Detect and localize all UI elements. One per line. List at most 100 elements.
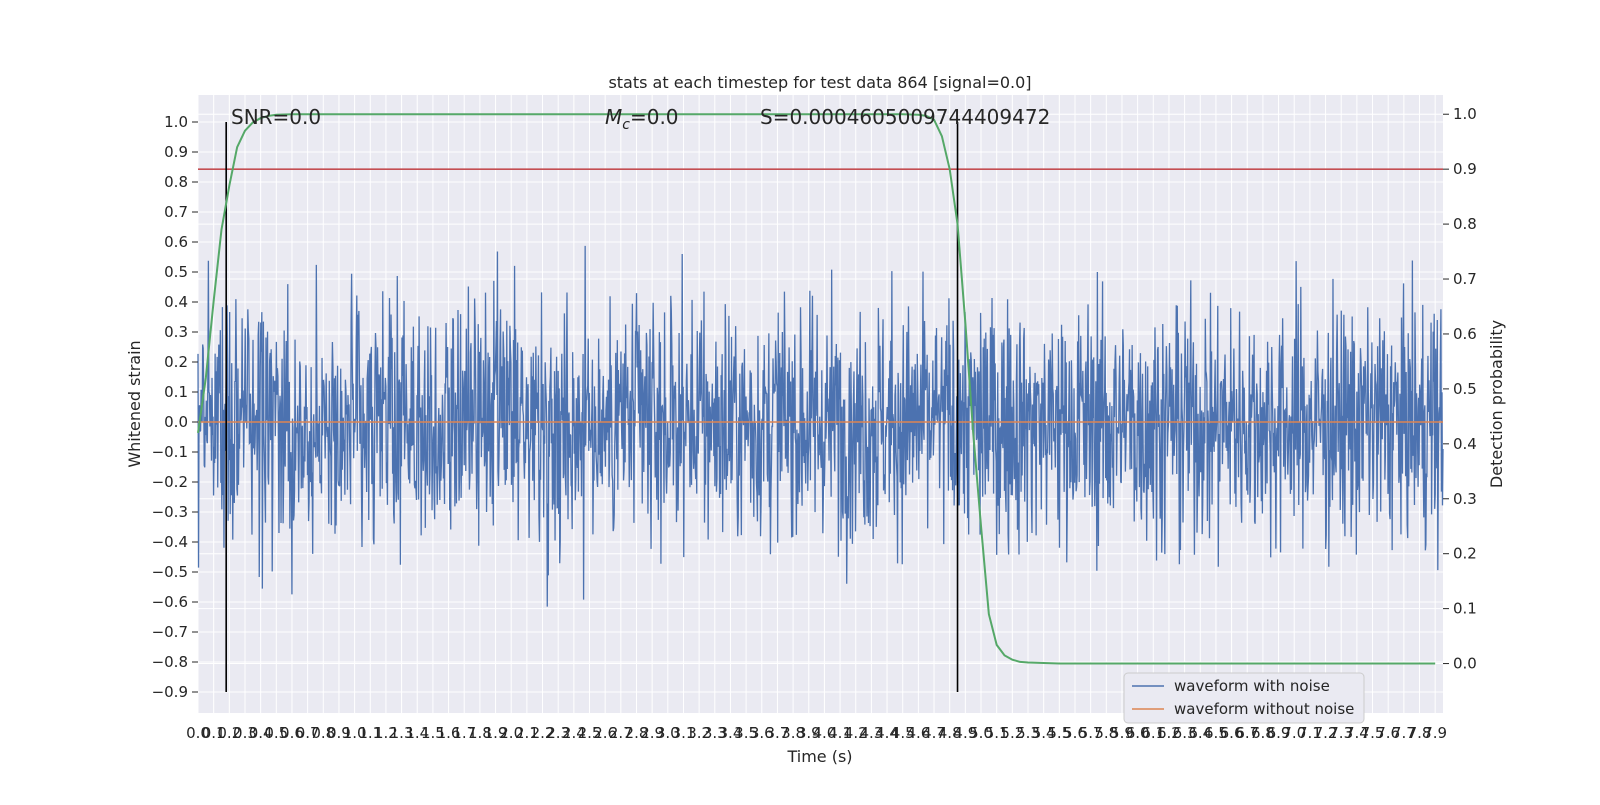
y2-tick-label: 1.0 — [1453, 105, 1477, 123]
x-tick-label: 4.7 — [922, 724, 946, 742]
x-tick-label: 0.5 — [264, 724, 288, 742]
y-tick-label: 0.0 — [164, 413, 188, 431]
x-tick-label: 3.7 — [766, 724, 790, 742]
x-tick-label: 4.1 — [828, 724, 852, 742]
x-tick-label: 4.3 — [859, 724, 883, 742]
s-statistic-annotation: S=0.0004605009744409472 — [760, 105, 1050, 129]
x-tick-label: 5.9 — [1110, 724, 1134, 742]
snr-annotation: SNR=0.0 — [231, 105, 321, 129]
detection-probability-line — [197, 113, 1436, 665]
y-tick-label: −0.6 — [152, 593, 188, 611]
x-tick-label: 1.6 — [437, 724, 461, 742]
x-tick-label: 7.7 — [1392, 724, 1416, 742]
x-tick-label: 2.9 — [640, 724, 664, 742]
x-axis-label: Time (s) — [786, 747, 852, 766]
series-lines — [197, 113, 1443, 692]
y2-tick-labels: 1.0 0.9 0.8 0.7 0.6 0.5 0.4 0.3 0.2 0.1 0.0 — [1443, 105, 1477, 673]
y-tick-label: 1.0 — [164, 113, 188, 131]
y2-tick-label: 0.7 — [1453, 270, 1477, 288]
x-tick-label: 7.3 — [1329, 724, 1353, 742]
x-tick-label: 1.5 — [421, 724, 445, 742]
y-tick-label: −0.1 — [152, 443, 188, 461]
x-tick-label: 2.1 — [515, 724, 539, 742]
x-tick-label: 6.3 — [1173, 724, 1197, 742]
x-tick-label: 1.3 — [390, 724, 414, 742]
x-tick-label: 6.1 — [1141, 724, 1165, 742]
y-tick-label: 0.4 — [164, 293, 188, 311]
x-tick-label: 0.0 — [186, 724, 210, 742]
y2-tick-label: 0.6 — [1453, 325, 1477, 343]
x-tick-label: 2.2 — [531, 724, 555, 742]
x-tick-label: 0.2 — [217, 724, 241, 742]
y-tick-label: −0.2 — [152, 473, 188, 491]
x-tick-label: 1.4 — [405, 724, 429, 742]
y-tick-label: −0.7 — [152, 623, 188, 641]
x-tick-label: 7.5 — [1361, 724, 1385, 742]
x-tick-label: 3.4 — [719, 724, 743, 742]
x-tick-label: 7.8 — [1408, 724, 1432, 742]
x-tick-label: 5.2 — [1000, 724, 1024, 742]
x-tick-label: 3.2 — [687, 724, 711, 742]
x-tick-label: 5.3 — [1016, 724, 1040, 742]
chirp-mass-annotation: Mc=0.0 — [605, 105, 679, 133]
x-tick-label: 6.9 — [1267, 724, 1291, 742]
y2-tick-label: 0.4 — [1453, 435, 1477, 453]
x-tick-label: 2.5 — [578, 724, 602, 742]
x-tick-label: 5.7 — [1079, 724, 1103, 742]
x-tick-label: 0.8 — [311, 724, 335, 742]
x-tick-label: 5.0 — [969, 724, 993, 742]
x-tick-label: 2.0 — [499, 724, 523, 742]
y2-tick-label: 0.3 — [1453, 490, 1477, 508]
x-tick-label: 0.1 — [202, 724, 226, 742]
y-tick-label: 0.7 — [164, 203, 188, 221]
x-tick-label: 1.8 — [468, 724, 492, 742]
legend-box — [1123, 672, 1365, 724]
x-tick-label: 3.9 — [797, 724, 821, 742]
legend: waveform with noise waveform without noi… — [1123, 672, 1365, 724]
x-tick-label: 0.7 — [296, 724, 320, 742]
x-tick-label: 2.3 — [546, 724, 570, 742]
y-tick-label: 0.6 — [164, 233, 188, 251]
x-tick-label: 1.2 — [374, 724, 398, 742]
x-tick-label: 2.8 — [625, 724, 649, 742]
x-tick-label: 0.3 — [233, 724, 257, 742]
y-tick-label: −0.8 — [152, 653, 188, 671]
x-tick-label: 1.7 — [452, 724, 476, 742]
y-tick-label: 0.2 — [164, 353, 188, 371]
x-tick-label: 7.6 — [1376, 724, 1400, 742]
y-tick-label: 0.8 — [164, 173, 188, 191]
x-tick-label: 4.6 — [906, 724, 930, 742]
y-tick-label: 0.1 — [164, 383, 188, 401]
y2-tick-label: 0.9 — [1453, 160, 1477, 178]
legend-label-clean: waveform without noise — [1174, 700, 1354, 718]
y-tick-label: 0.3 — [164, 323, 188, 341]
x-tick-label: 4.5 — [891, 724, 915, 742]
y-tick-label: −0.3 — [152, 503, 188, 521]
x-tick-label: 5.1 — [985, 724, 1009, 742]
y2-tick-label: 0.1 — [1453, 600, 1477, 618]
x-tick-label: 0.9 — [327, 724, 351, 742]
x-tick-label: 1.9 — [484, 724, 508, 742]
x-tick-label: 2.4 — [562, 724, 586, 742]
y2-tick-label: 0.0 — [1453, 655, 1477, 673]
mc-symbol: M — [605, 105, 622, 129]
x-tick-label: 6.4 — [1188, 724, 1212, 742]
y-tick-label: −0.5 — [152, 563, 188, 581]
x-tick-label: 3.5 — [734, 724, 758, 742]
y-axis-label: Whitened strain — [125, 340, 144, 467]
x-tick-label: 1.1 — [358, 724, 382, 742]
y-tick-label: −0.9 — [152, 683, 188, 701]
y-tick-labels: 1.0 0.9 0.8 0.7 0.6 0.5 0.4 0.3 0.2 0.1 0.0 −0.1 −0.… — [152, 113, 198, 701]
x-tick-labels: 0.00.10.20.30.40.50.60.70.80.91.01.11.21… — [186, 724, 1447, 742]
y-tick-label: −0.4 — [152, 533, 188, 551]
x-tick-label: 5.6 — [1063, 724, 1087, 742]
x-tick-label: 3.8 — [781, 724, 805, 742]
y-tick-label: 0.9 — [164, 143, 188, 161]
x-tick-label: 7.2 — [1314, 724, 1338, 742]
x-tick-label: 3.6 — [750, 724, 774, 742]
x-tick-label: 3.0 — [656, 724, 680, 742]
y2-tick-label: 0.2 — [1453, 545, 1477, 563]
y2-axis-label: Detection probability — [1487, 320, 1506, 488]
